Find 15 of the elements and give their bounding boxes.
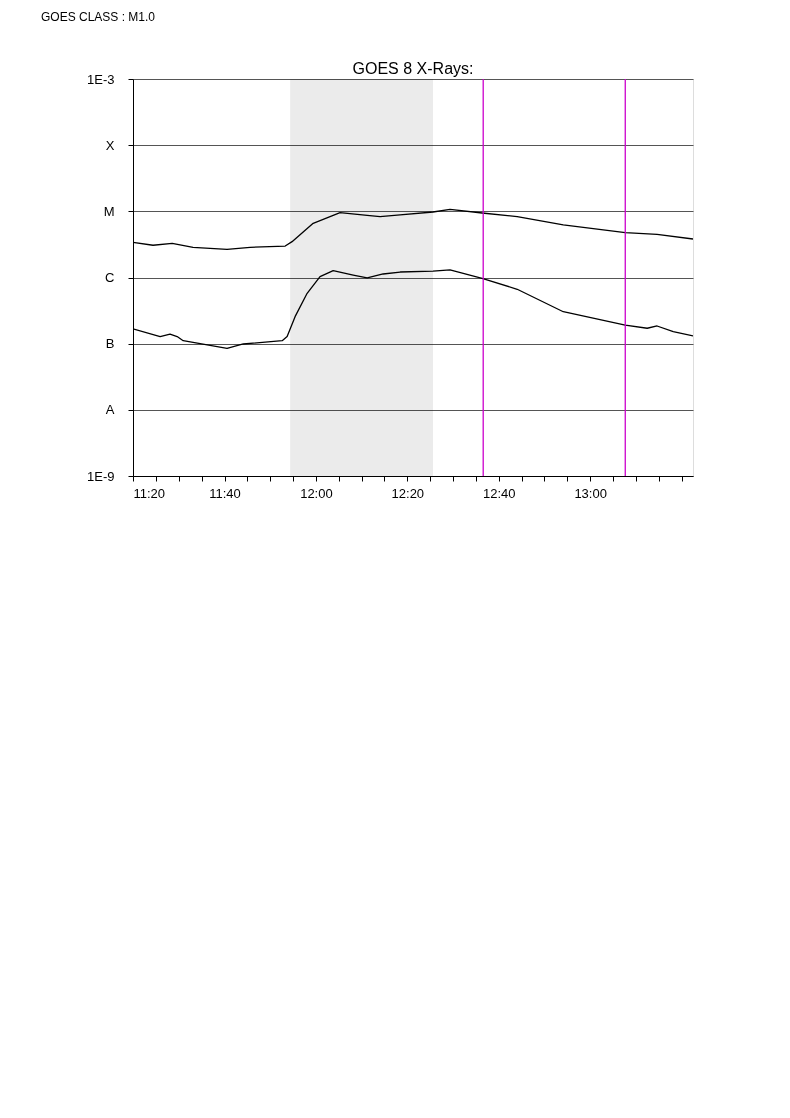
y-tick-label: B xyxy=(105,336,115,352)
y-tick-label: A xyxy=(105,402,115,418)
y-tick-label: 1E-3 xyxy=(87,71,115,87)
x-tick-label: 11:40 xyxy=(209,485,241,501)
y-tick-label: X xyxy=(105,137,115,153)
x-tick-label: 12:00 xyxy=(300,485,333,501)
y-tick-label: 1E-9 xyxy=(87,468,115,484)
text: GOES CLASS : M1.0 xyxy=(41,10,156,24)
y-tick-label: M xyxy=(103,203,115,219)
x-tick-label: 12:20 xyxy=(391,485,425,501)
chart-title: GOES 8 X-Rays: xyxy=(352,60,474,77)
x-tick-label: 12:40 xyxy=(482,485,516,501)
x-tick-label: 13:00 xyxy=(574,485,607,501)
y-tick-label: C xyxy=(105,270,115,285)
x-tick-label: 11:20 xyxy=(133,485,166,501)
